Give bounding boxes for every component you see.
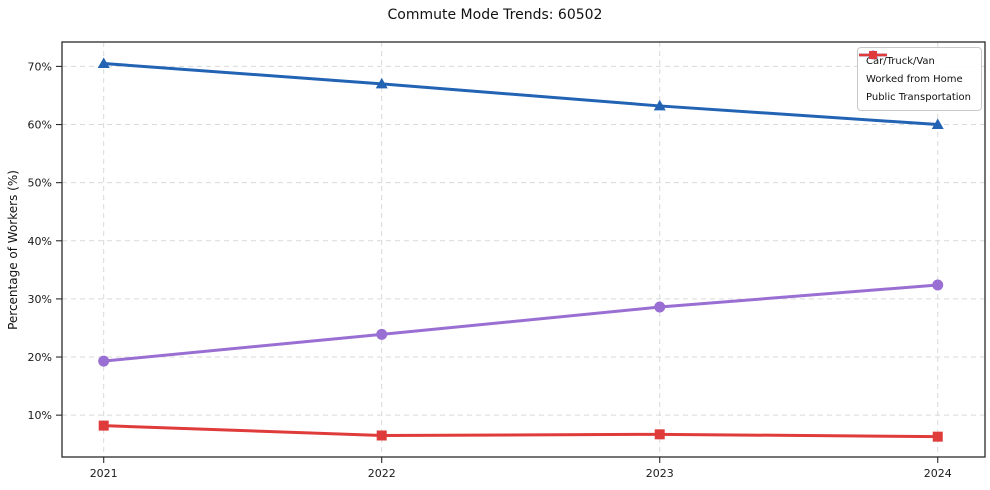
- legend: Car/Truck/Van Worked from Home Public Tr…: [857, 47, 982, 111]
- y-tick-label: 10%: [28, 409, 52, 422]
- data-point-car-truck-van: [653, 99, 666, 111]
- x-tick-label: 2022: [368, 467, 396, 480]
- data-point-worked-from-home: [654, 301, 666, 313]
- chart-title: Commute Mode Trends: 60502: [387, 7, 603, 23]
- x-tick-label: 2021: [90, 467, 118, 480]
- data-point-public-transportation: [932, 431, 943, 442]
- y-tick-label: 30%: [28, 293, 52, 306]
- y-tick-label: 60%: [28, 119, 52, 132]
- series-line-car-truck-van: [102, 62, 940, 127]
- legend-item-public-transportation: Public Transportation: [859, 51, 971, 105]
- data-point-worked-from-home: [98, 355, 110, 367]
- data-point-public-transportation: [376, 430, 387, 441]
- legend-label: Public Transportation: [866, 91, 971, 103]
- plot-frame: [61, 41, 986, 458]
- data-point-public-transportation: [654, 429, 665, 440]
- legend-label: Car/Truck/Van: [866, 55, 935, 67]
- data-point-worked-from-home: [932, 279, 944, 291]
- data-point-worked-from-home: [376, 328, 388, 340]
- data-point-car-truck-van: [97, 57, 110, 69]
- y-tick-label: 20%: [28, 351, 52, 364]
- y-tick-label: 40%: [28, 235, 52, 248]
- legend-label: Worked from Home: [866, 73, 963, 85]
- x-tick-label: 2024: [924, 467, 952, 480]
- series-line-worked-from-home: [102, 283, 940, 363]
- data-point-public-transportation: [98, 420, 109, 431]
- y-tick-label: 50%: [28, 177, 52, 190]
- legend-marker: [869, 51, 878, 59]
- legend-item-worked-from-home: Worked from Home: [859, 50, 971, 87]
- data-point-car-truck-van: [931, 118, 944, 130]
- x-tick-label: 2023: [646, 467, 674, 480]
- y-tick-label: 70%: [28, 60, 52, 73]
- data-point-car-truck-van: [375, 77, 388, 89]
- series-line-public-transportation: [102, 424, 940, 439]
- legend-swatch-square-icon: [859, 51, 888, 59]
